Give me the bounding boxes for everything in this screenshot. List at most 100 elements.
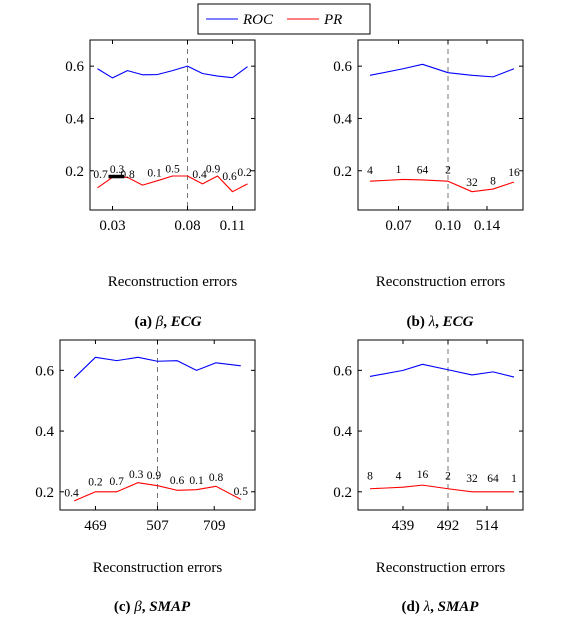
x-tick-label: 0.08	[174, 218, 200, 234]
point-label: 4	[396, 471, 402, 483]
panel-caption: (d) λ, SMAP	[402, 599, 480, 615]
point-label: 0.3	[129, 469, 144, 481]
point-label: 64	[417, 164, 429, 176]
point-label: 0.1	[147, 168, 162, 180]
caption-part: β	[155, 314, 164, 330]
series-line-roc	[73, 356, 241, 379]
x-tick-label: 492	[437, 518, 460, 534]
point-label: 0.9	[206, 164, 221, 176]
chart-panel-a: 0.20.40.60.03 0.08 0.110.7 0.30.8 0.1 0.5 0.4 0…	[65, 39, 256, 330]
caption-part: ,	[142, 599, 150, 615]
point-label: 0.3	[110, 164, 125, 176]
point-label: 1	[396, 164, 402, 176]
caption-part: (b)	[407, 314, 429, 330]
point-label: 0.9	[147, 470, 162, 482]
point-label: 0.2	[237, 167, 252, 179]
panel-caption: (a) β, ECG	[134, 314, 201, 330]
panel-caption: (c) β, SMAP	[114, 599, 191, 615]
series-line-pr	[369, 178, 515, 193]
point-label: 0.7	[93, 169, 108, 181]
series-line-roc	[369, 363, 515, 378]
point-label: 0.7	[110, 476, 125, 488]
series-line-pr	[73, 482, 242, 502]
y-tick-label: 0.4	[333, 111, 352, 127]
y-tick-label: 0.6	[333, 59, 352, 75]
y-tick-label: 0.6	[65, 59, 84, 75]
caption-part: ,	[430, 599, 438, 615]
caption-part: ,	[435, 314, 443, 330]
caption-part: λ	[428, 314, 436, 330]
x-axis-label: Reconstruction errors	[376, 274, 506, 290]
y-tick-label: 0.4	[65, 111, 84, 127]
caption-part: SMAP	[149, 599, 191, 615]
y-tick-label: 0.6	[333, 363, 352, 379]
x-tick-label: 0.14	[474, 218, 501, 234]
caption-part: (a)	[134, 314, 155, 330]
point-label: 0.4	[192, 169, 207, 181]
y-tick-label: 0.4	[333, 424, 352, 440]
point-label: 0.6	[222, 171, 237, 183]
y-tick-label: 0.6	[35, 363, 54, 379]
plot-area	[89, 39, 256, 211]
point-label: 0.8	[209, 472, 224, 484]
y-tick-label: 0.2	[333, 164, 352, 180]
x-tick-label: 514	[476, 518, 499, 534]
point-label: 0.8	[120, 169, 135, 181]
x-tick-label: 0.03	[99, 218, 125, 234]
caption-part: ECG	[442, 314, 474, 330]
x-tick-label: 0.07	[385, 218, 412, 234]
y-tick-label: 0.2	[65, 164, 84, 180]
series-line-roc	[369, 63, 515, 78]
x-tick-label: 0.11	[220, 218, 246, 234]
plot-area	[357, 39, 524, 211]
point-label: 0.5	[234, 486, 249, 498]
x-axis-label: Reconstruction errors	[376, 560, 506, 576]
caption-part: β	[133, 599, 142, 615]
chart-panel-c: 0.2 0.4 0.6 469 507 709 0.4 0.2 0.7 0.3 0.9 0.6 0.1 0…	[35, 339, 256, 615]
x-axis-label: Reconstruction errors	[108, 274, 238, 290]
caption-part: ,	[163, 314, 171, 330]
caption-part: (c)	[114, 599, 134, 615]
legend-entry-pr: PR	[287, 12, 342, 28]
x-tick-label: 507	[146, 518, 169, 534]
caption-part: ECG	[170, 314, 202, 330]
x-tick-label: 469	[84, 518, 107, 534]
caption-part: (d)	[402, 599, 424, 615]
point-label: 32	[466, 473, 478, 485]
caption-part: SMAP	[438, 599, 480, 615]
x-tick-label: 0.10	[435, 218, 461, 234]
point-label: 0.5	[165, 164, 180, 176]
point-label: 32	[466, 177, 478, 189]
legend-entry-roc: ROC	[206, 12, 274, 28]
point-label: 16	[508, 167, 520, 179]
y-tick-label: 0.2	[333, 485, 352, 501]
plot-area	[357, 339, 524, 511]
point-label: 1	[511, 473, 517, 485]
x-tick-label: 439	[392, 518, 415, 534]
point-label: 0.4	[64, 487, 79, 499]
point-label: 2	[445, 164, 451, 176]
series-line-pr	[369, 484, 514, 493]
point-label: 0.2	[88, 477, 103, 489]
y-tick-label: 0.2	[35, 485, 54, 501]
chart-panel-b: 0.2 0.4 0.6 0.07 0.10 0.14 4 1 64 2 32 8 16 Reconstru…	[333, 39, 524, 330]
point-label: 2	[445, 471, 451, 483]
x-tick-label: 709	[203, 518, 226, 534]
chart-panel-d: 0.2 0.4 0.6 439 492 514 8 4 16 2 32 64 1 Reconstructi…	[333, 339, 524, 615]
panel-caption: (b) λ, ECG	[407, 314, 474, 330]
point-label: 8	[490, 175, 496, 187]
legend-label: ROC	[242, 12, 274, 28]
y-tick-label: 0.4	[35, 424, 54, 440]
point-label: 4	[367, 165, 373, 177]
point-label: 64	[487, 473, 499, 485]
x-axis-label: Reconstruction errors	[93, 560, 223, 576]
caption-part: λ	[423, 599, 431, 615]
point-label: 0.6	[170, 475, 185, 487]
legend: ROC PR	[197, 3, 371, 35]
series-line-roc	[97, 65, 248, 79]
legend-label: PR	[323, 12, 342, 28]
chart-panels: 0.20.40.60.03 0.08 0.110.7 0.30.8 0.1 0.5 0.4 0…	[35, 39, 524, 615]
point-label: 16	[417, 469, 429, 481]
point-label: 8	[367, 471, 373, 483]
